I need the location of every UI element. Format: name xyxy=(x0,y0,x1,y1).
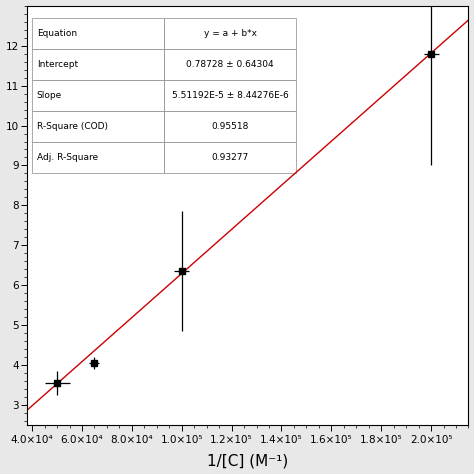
X-axis label: 1/[C] (M⁻¹): 1/[C] (M⁻¹) xyxy=(207,454,288,468)
